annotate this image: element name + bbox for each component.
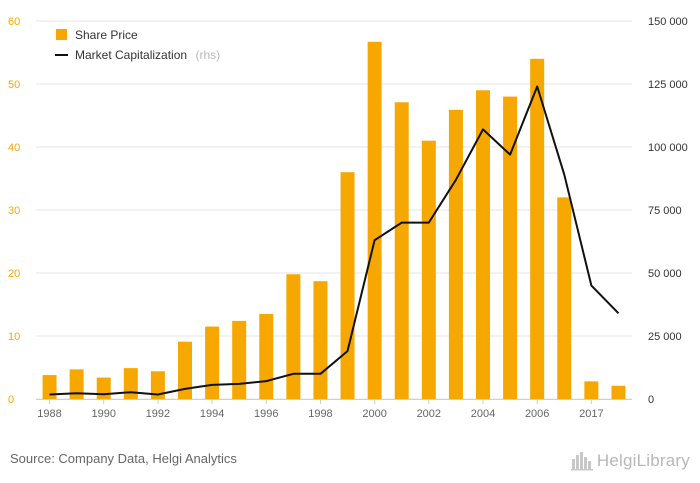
share-price-bar	[611, 385, 626, 399]
left-tick-label: 60	[8, 16, 20, 28]
share-price-bar	[96, 377, 111, 399]
footer: Source: Company Data, Helgi Analytics He…	[0, 440, 700, 483]
share-price-bar	[232, 320, 247, 399]
share-price-bar	[205, 326, 220, 399]
share-price-bar	[150, 371, 165, 399]
share-price-bar	[530, 58, 545, 400]
left-tick-label: 0	[8, 394, 14, 406]
x-tick-label: 2006	[525, 408, 549, 420]
legend-label-market-cap-suffix: (rhs)	[196, 48, 221, 62]
share-price-bar	[286, 274, 301, 399]
x-tick-label: 2004	[471, 408, 495, 420]
left-tick-label: 20	[8, 268, 20, 280]
gridlines	[36, 20, 632, 400]
legend-swatch-share-price	[56, 29, 67, 40]
share-price-bar	[69, 369, 84, 399]
x-tick-label: 1998	[308, 408, 332, 420]
helgi-library-logo[interactable]: HelgiLibrary	[570, 449, 690, 473]
x-tick-label: 1996	[254, 408, 278, 420]
right-tick-label: 50 000	[648, 268, 682, 280]
share-price-bar	[557, 197, 572, 399]
right-tick-label: 25 000	[648, 331, 682, 343]
x-tick-label: 1988	[37, 408, 61, 420]
right-tick-label: 100 000	[648, 142, 688, 154]
share-price-bar	[259, 313, 274, 399]
x-tick-label: 2002	[417, 408, 441, 420]
left-tick-label: 10	[8, 331, 20, 343]
x-axis: 1988 1990 1992 1994 1996 1998 2000 2002 2004 2006…	[36, 399, 632, 420]
left-tick-label: 50	[8, 79, 20, 91]
x-tick-label: 1994	[200, 408, 224, 420]
share-price-bar	[584, 381, 599, 399]
share-price-bar	[313, 281, 328, 399]
source-note: Source: Company Data, Helgi Analytics	[10, 451, 237, 466]
legend: Share Price Market Capitalization (rhs)	[55, 28, 220, 63]
share-price-bar	[476, 90, 490, 400]
legend-label-market-cap: Market Capitalization (rhs)	[75, 46, 220, 63]
share-price-bar	[394, 102, 409, 400]
left-axis: 0 10 20 30 40 50 60	[8, 16, 20, 406]
right-tick-label: 150 000	[648, 16, 688, 28]
x-tick-label: 2017	[579, 408, 603, 420]
share-price-bar	[421, 140, 436, 399]
right-tick-label: 0	[648, 394, 654, 406]
left-tick-label: 40	[8, 142, 20, 154]
market-cap-line	[49, 85, 620, 396]
legend-label-market-cap-text: Market Capitalization	[75, 48, 187, 62]
x-tick-label: 1990	[91, 408, 115, 420]
share-price-bar	[42, 375, 57, 399]
share-price-bar	[340, 172, 355, 399]
legend-label-share-price: Share Price	[75, 28, 138, 42]
right-axis: 0 25 000 50 000 75 000 100 000 125 000 150 000	[648, 16, 688, 406]
combo-chart: 0 10 20 30 40 50 60 0 25 000 50 000 75 000 100 000…	[8, 16, 688, 420]
x-tick-label: 1992	[146, 408, 170, 420]
share-price-bars	[42, 41, 626, 400]
right-tick-label: 125 000	[648, 79, 688, 91]
share-price-bar	[123, 368, 138, 399]
x-tick-label: 2000	[362, 408, 386, 420]
market-cap-line-layer	[49, 85, 620, 396]
left-tick-label: 30	[8, 205, 20, 217]
right-tick-label: 75 000	[648, 205, 682, 217]
city-skyline-icon	[570, 451, 593, 471]
share-price-bar	[448, 109, 463, 399]
share-price-bar	[178, 341, 192, 399]
share-price-bar	[503, 96, 518, 399]
logo-text: HelgiLibrary	[596, 451, 690, 470]
share-price-bar	[367, 41, 382, 399]
